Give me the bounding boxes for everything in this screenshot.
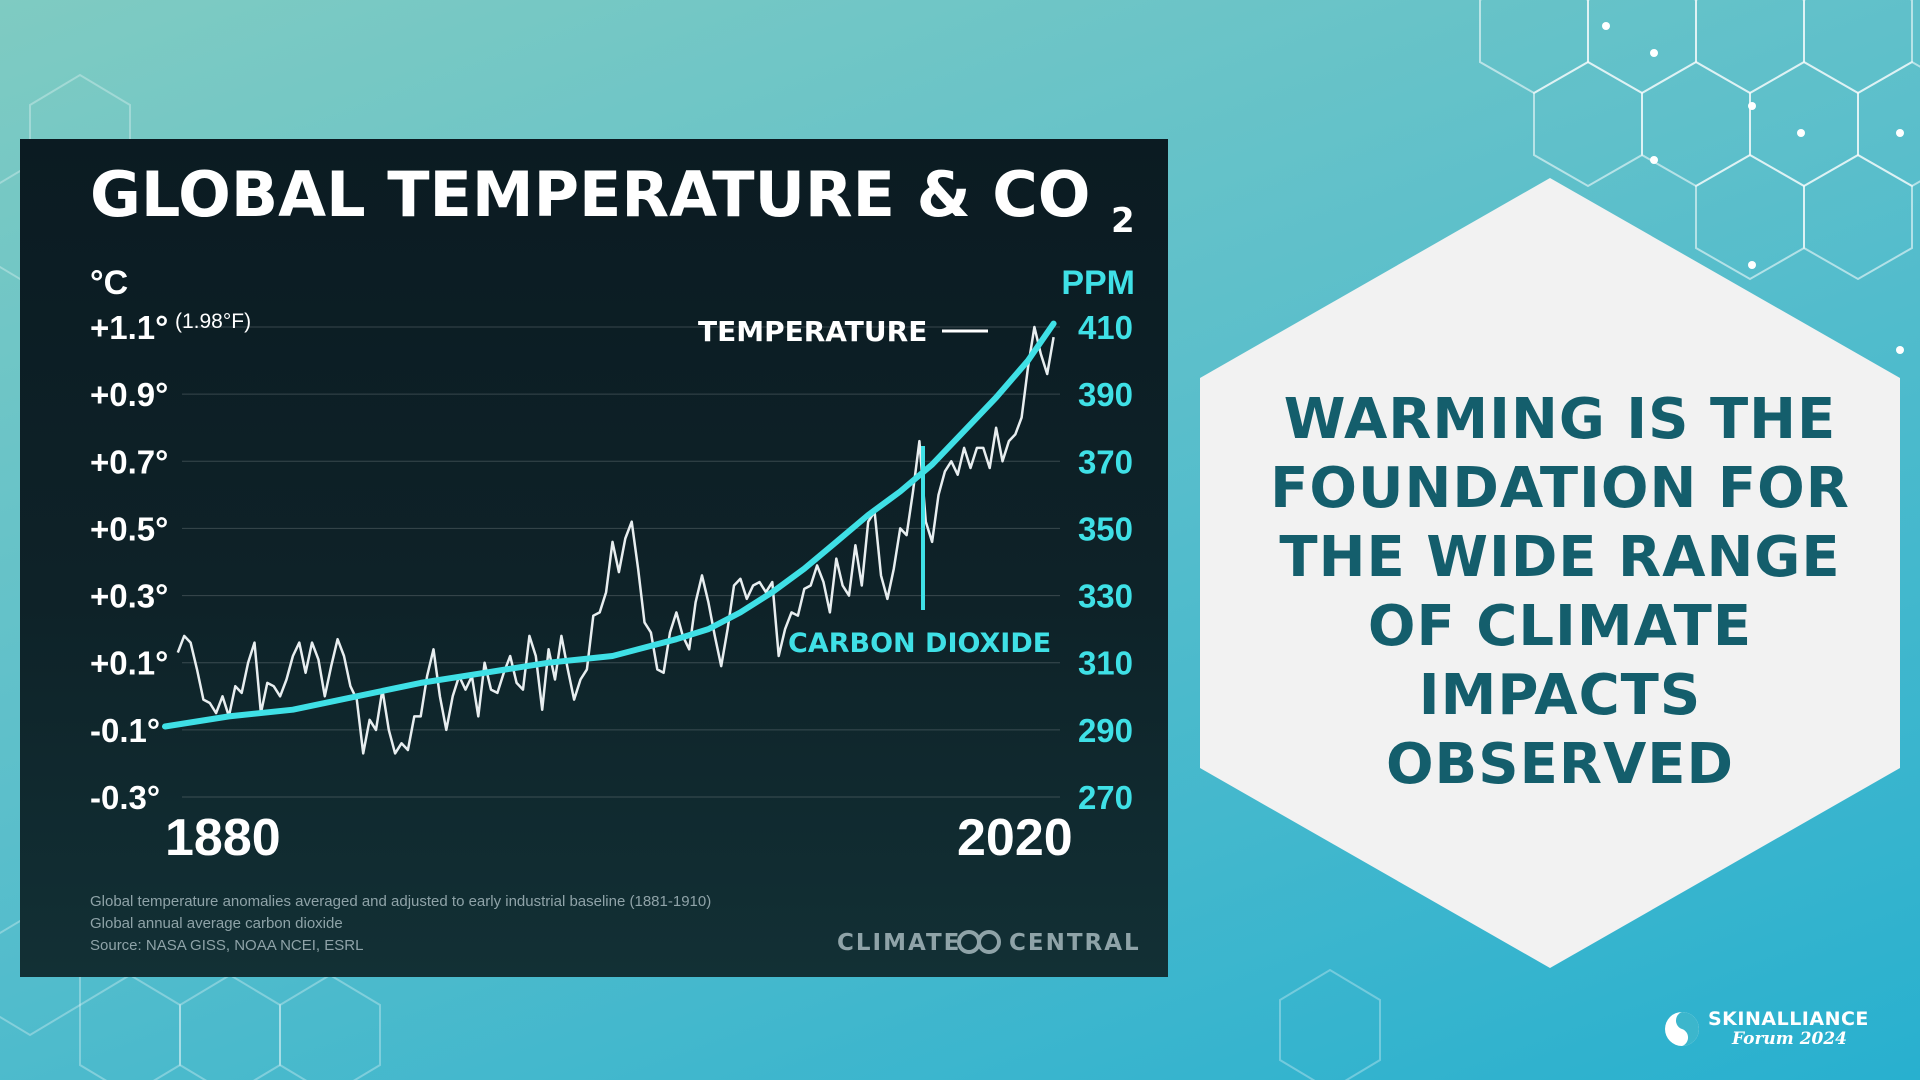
left-axis-unit: °C [90, 264, 128, 302]
temperature-co2-chart: GLOBAL TEMPERATURE & CO 2 °C PPM (1.98°F… [90, 158, 1141, 956]
climate-central-logo-icon [957, 930, 1001, 954]
footnote-baseline: Global temperature anomalies averaged an… [90, 893, 711, 910]
left-tick-label: -0.3° [90, 779, 160, 816]
chart-title: GLOBAL TEMPERATURE & CO [90, 158, 1090, 231]
left-tick-label: +1.1° [90, 309, 168, 346]
headline-text: WARMING IS THE FOUNDATION FOR THE WIDE R… [1236, 385, 1884, 799]
left-axis-ticks: +1.1° +0.9° +0.7° +0.5° +0.3° +0.1° -0.1° -0.3° [90, 309, 168, 816]
fahrenheit-label: (1.98°F) [175, 310, 251, 333]
temperature-annotation: TEMPERATURE [698, 315, 927, 348]
chart-title-subscript: 2 [1111, 201, 1135, 241]
footnote-source: Source: NASA GISS, NOAA NCEI, ESRL [90, 937, 363, 954]
right-tick-label: 390 [1078, 376, 1133, 413]
right-axis-ticks: 410 390 370 350 330 310 290 270 [1078, 309, 1133, 816]
left-tick-label: +0.3° [90, 578, 168, 615]
left-tick-label: -0.1° [90, 712, 160, 749]
left-tick-label: +0.7° [90, 443, 168, 480]
right-tick-label: 310 [1078, 645, 1133, 682]
headline-line: THE WIDE RANGE [1279, 525, 1841, 590]
right-tick-label: 270 [1078, 779, 1133, 816]
headline-line: FOUNDATION FOR [1270, 456, 1850, 521]
headline-line: WARMING IS THE [1283, 387, 1837, 452]
co2-annotation: CARBON DIOXIDE [788, 628, 1051, 659]
headline-line: OF CLIMATE [1367, 594, 1753, 659]
x-axis-start: 1880 [165, 809, 281, 867]
right-tick-label: 290 [1078, 712, 1133, 749]
co2-series-line [162, 320, 1057, 730]
climate-central-logo-right: CENTRAL [1009, 930, 1141, 956]
headline-line: OBSERVED [1385, 732, 1735, 797]
brand-name: SKINALLIANCE [1708, 1008, 1869, 1030]
left-tick-label: +0.9° [90, 376, 168, 413]
skinalliance-logo-icon [1665, 1012, 1699, 1046]
left-tick-label: +0.1° [90, 645, 168, 682]
series-group [162, 320, 1057, 755]
brand-subtitle: Forum 2024 [1732, 1029, 1848, 1049]
right-tick-label: 350 [1078, 510, 1133, 547]
footnote-co2: Global annual average carbon dioxide [90, 915, 343, 932]
skinalliance-brand: SKINALLIANCE Forum 2024 [1662, 1005, 1902, 1055]
chart-panel: GLOBAL TEMPERATURE & CO 2 °C PPM (1.98°F… [20, 139, 1168, 977]
temperature-series-line [176, 325, 1055, 755]
left-tick-label: +0.5° [90, 510, 168, 547]
right-tick-label: 330 [1078, 578, 1133, 615]
right-tick-label: 410 [1078, 309, 1133, 346]
right-tick-label: 370 [1078, 443, 1133, 480]
headline-hexagon-card [1200, 178, 1900, 968]
right-axis-unit: PPM [1061, 264, 1135, 302]
climate-central-logo-left: CLIMATE [837, 930, 961, 956]
headline-line: IMPACTS [1418, 663, 1702, 728]
grid-lines [182, 326, 1060, 798]
x-axis-end: 2020 [957, 809, 1073, 867]
